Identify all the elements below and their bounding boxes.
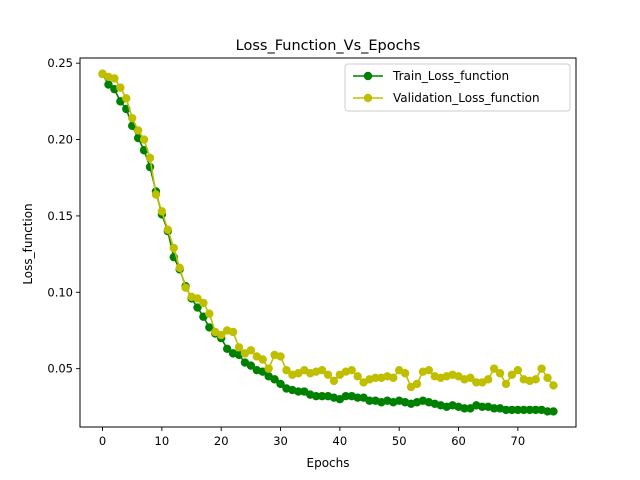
data-point <box>466 373 475 383</box>
data-point <box>400 369 410 378</box>
x-axis-label: Epochs <box>307 456 350 470</box>
data-point <box>525 405 534 415</box>
data-point <box>163 225 173 234</box>
data-point <box>472 378 481 387</box>
data-point <box>222 344 232 354</box>
data-point <box>151 190 161 199</box>
x-tick-label: 0 <box>99 434 106 448</box>
data-point <box>133 126 143 135</box>
data-point <box>424 365 434 375</box>
x-tick-label: 50 <box>392 434 407 448</box>
x-tick-label: 20 <box>214 434 229 448</box>
y-tick-label: 0.10 <box>47 285 73 299</box>
data-point <box>122 94 131 103</box>
data-point <box>353 393 362 402</box>
data-point <box>483 375 493 384</box>
axes-frame <box>79 57 577 428</box>
data-point <box>311 391 321 401</box>
data-point <box>276 352 285 361</box>
data-point <box>264 364 273 373</box>
data-point <box>317 391 327 401</box>
data-point <box>341 391 350 401</box>
x-tick-label: 10 <box>155 434 170 448</box>
data-point <box>317 365 327 375</box>
x-tick-label: 60 <box>451 434 466 448</box>
data-point <box>193 303 202 312</box>
chart-title: Loss_Function_Vs_Epochs <box>236 38 421 54</box>
legend-marker <box>363 71 373 81</box>
data-point <box>110 74 119 83</box>
x-tick-label: 30 <box>273 434 288 448</box>
y-tick-label: 0.15 <box>47 209 73 223</box>
data-point <box>353 372 362 381</box>
series-validation <box>98 69 558 392</box>
data-point <box>217 330 226 340</box>
data-point <box>371 373 380 383</box>
data-point <box>495 369 505 378</box>
data-point <box>460 404 469 413</box>
data-point <box>531 405 540 415</box>
data-point <box>104 80 113 89</box>
y-tick-label: 0.20 <box>47 133 73 147</box>
y-tick-label: 0.05 <box>47 362 73 376</box>
axis-ticks: 0 10 20 30 40 50 60 70 0.05 0.10 0.15 0.20 0.25 <box>47 56 525 448</box>
data-point <box>478 402 487 412</box>
x-tick-label: 70 <box>511 434 526 448</box>
data-point <box>329 376 339 386</box>
legend-box <box>344 63 571 112</box>
data-point <box>294 387 303 396</box>
data-point <box>145 153 155 163</box>
data-point <box>323 370 333 379</box>
data-point <box>282 365 291 375</box>
legend-label: Train_Loss_function <box>392 69 509 83</box>
data-point <box>181 283 190 292</box>
plot-series <box>98 69 558 416</box>
data-point <box>537 364 546 373</box>
data-point <box>549 381 558 390</box>
data-point <box>501 379 511 389</box>
data-point <box>157 207 167 216</box>
data-point <box>169 243 178 253</box>
data-point <box>365 396 374 405</box>
legend-label: Validation_Loss_function <box>393 91 540 105</box>
data-point <box>507 370 517 379</box>
data-point <box>276 379 285 389</box>
data-point <box>175 263 184 273</box>
data-point <box>228 327 238 337</box>
data-point <box>139 135 149 144</box>
legend: Train_Loss_function Validation_Loss_funct… <box>344 63 571 112</box>
data-point <box>234 343 244 352</box>
data-point <box>199 298 208 308</box>
data-point <box>549 407 558 416</box>
data-point <box>513 405 523 415</box>
data-point <box>205 309 214 318</box>
data-point <box>145 162 155 172</box>
data-point <box>513 365 523 375</box>
data-point <box>543 373 552 383</box>
x-tick-label: 40 <box>333 434 348 448</box>
data-point <box>116 83 125 92</box>
data-point <box>128 113 137 123</box>
data-point <box>543 407 552 416</box>
y-axis-label: Loss_function <box>21 203 35 284</box>
data-point <box>258 355 267 364</box>
data-point <box>246 361 256 370</box>
data-point <box>501 405 511 415</box>
data-point <box>412 379 422 389</box>
data-point <box>193 294 202 303</box>
data-point <box>489 364 499 373</box>
data-point <box>205 323 214 332</box>
data-point <box>246 346 256 355</box>
data-point <box>531 375 540 384</box>
data-point <box>347 365 356 375</box>
data-point <box>389 373 398 383</box>
legend-marker <box>363 93 373 103</box>
data-point <box>270 375 279 384</box>
data-point <box>519 405 528 415</box>
data-point <box>507 405 517 415</box>
y-tick-label: 0.25 <box>47 56 73 70</box>
data-point <box>489 404 499 413</box>
